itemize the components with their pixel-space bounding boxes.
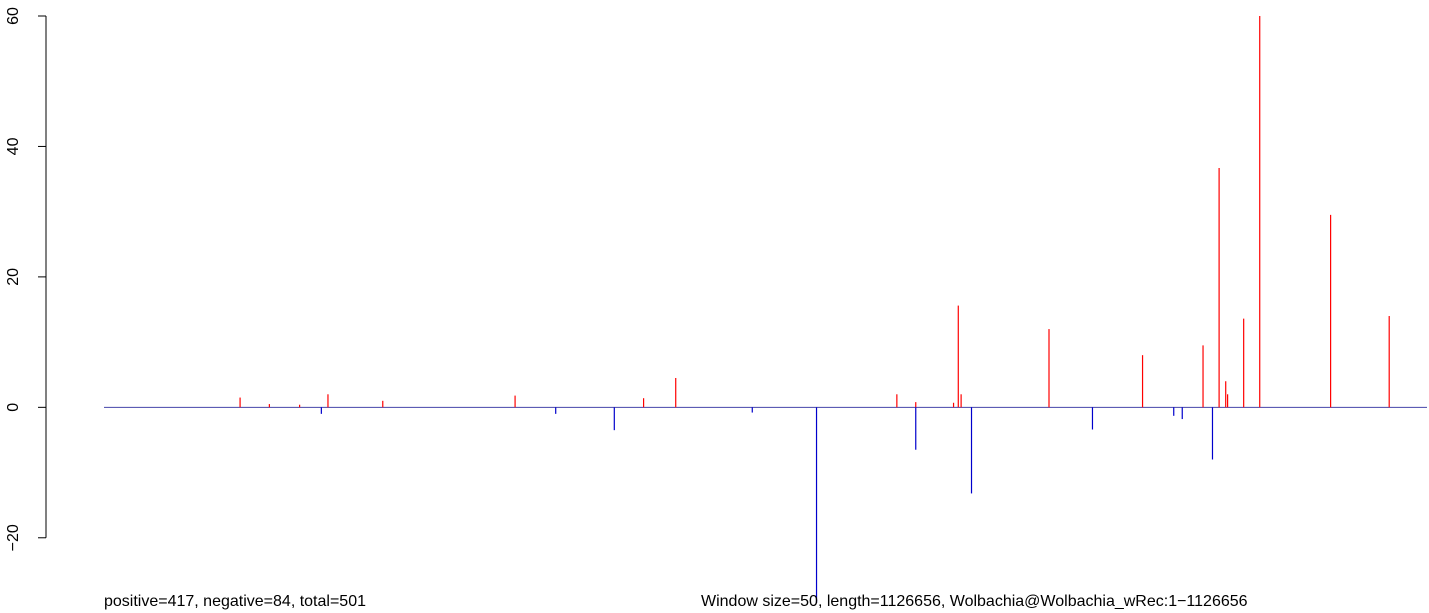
y-tick-label: 60: [5, 7, 22, 25]
summary-counts: positive=417, negative=84, total=501: [104, 593, 366, 610]
y-tick-label: 20: [5, 268, 22, 286]
y-tick-label: 40: [5, 137, 22, 155]
y-tick-label: 0: [5, 403, 22, 412]
bars: [239, 16, 1390, 603]
y-axis: −20 0 20 40 60: [5, 7, 47, 551]
window-info: Window size=50, length=1126656, Wolbachi…: [701, 593, 1248, 610]
y-tick-label: −20: [5, 524, 22, 551]
